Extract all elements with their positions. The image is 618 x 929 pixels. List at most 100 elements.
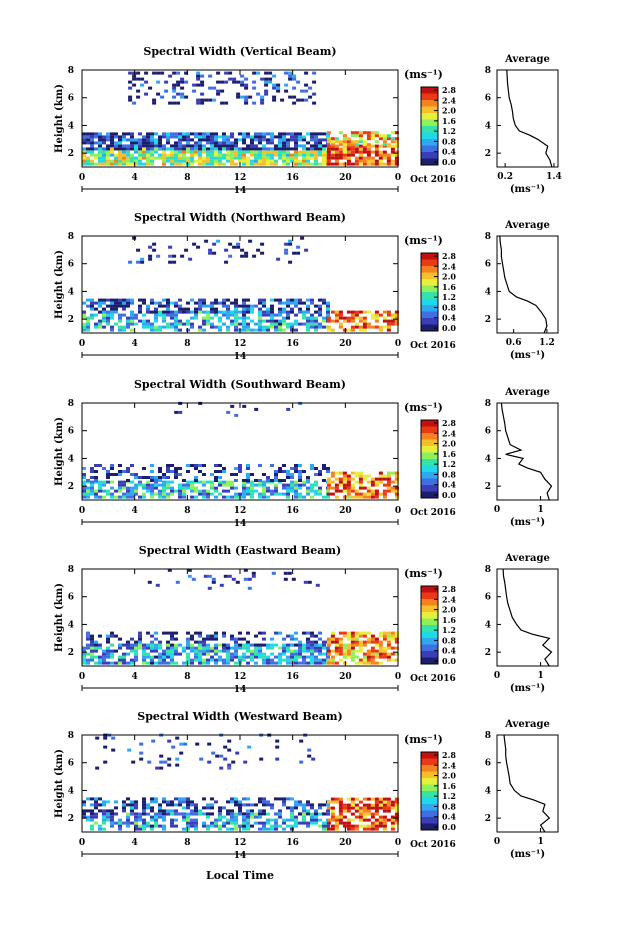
heatmap-cell	[186, 470, 190, 473]
heatmap-cell	[194, 495, 198, 499]
heatmap-cell	[294, 661, 298, 665]
day-label: 14	[234, 685, 247, 695]
heatmap-cell	[198, 325, 202, 329]
heatmap-cell	[278, 138, 282, 142]
heatmap-cell	[154, 655, 158, 659]
heatmap-cell	[174, 797, 178, 801]
heatmap-cell	[394, 156, 399, 160]
heatmap-cell	[122, 304, 126, 308]
heatmap-cell	[214, 141, 218, 145]
heatmap-cell	[290, 307, 294, 311]
chart-title: Spectral Width (Northward Beam)	[134, 211, 346, 224]
heatmap-cell	[162, 156, 166, 160]
heatmap-cell	[206, 141, 210, 145]
heatmap-cell	[322, 824, 326, 828]
heatmap-cell	[178, 812, 182, 816]
heatmap-cell	[218, 655, 222, 659]
heatmap-cell	[354, 649, 359, 653]
colorbar-segment	[421, 631, 438, 639]
heatmap-cell	[134, 159, 138, 163]
heatmap-cell	[234, 316, 238, 320]
heatmap-cell	[174, 643, 178, 647]
heatmap-cell	[146, 631, 150, 635]
heatmap-cell	[246, 162, 250, 166]
heatmap-cell	[110, 141, 114, 145]
heatmap-cell	[318, 661, 322, 665]
heatmap-cell	[290, 156, 294, 160]
heatmap-cell	[118, 655, 122, 659]
heatmap-cell	[138, 824, 142, 828]
heatmap-cell	[94, 640, 98, 644]
heatmap-cell	[366, 797, 371, 801]
heatmap-cell	[90, 812, 94, 816]
heatmap-cell	[338, 800, 343, 804]
heatmap-cell	[194, 827, 198, 831]
heatmap-cell	[86, 298, 90, 302]
heatmap-cell	[126, 489, 130, 493]
heatmap-cell	[322, 153, 326, 157]
heatmap-cell	[206, 162, 210, 166]
heatmap-cell	[270, 319, 274, 323]
heatmap-cell	[254, 322, 258, 326]
heatmap-cell	[146, 138, 150, 142]
heatmap-cell	[254, 150, 258, 154]
heatmap-cell	[110, 150, 114, 154]
heatmap-cell	[382, 818, 387, 822]
heatmap-cell	[222, 649, 226, 653]
heatmap-cell	[290, 649, 294, 653]
heatmap-cell	[274, 476, 278, 479]
heatmap-cell	[202, 328, 206, 332]
heatmap-cell	[382, 631, 387, 635]
heatmap-cell	[190, 646, 194, 650]
heatmap-cell	[266, 150, 270, 154]
heatmap-cell	[330, 150, 335, 154]
heatmap-cell	[326, 818, 331, 822]
avg-y-tick-label: 4	[485, 121, 491, 131]
heatmap-cell	[302, 316, 306, 320]
heatmap-cell	[106, 147, 110, 151]
heatmap-cell	[206, 652, 210, 656]
heatmap-cell	[110, 464, 114, 467]
heatmap-cell	[262, 637, 266, 641]
heatmap-cell	[214, 156, 218, 160]
heatmap-cell	[118, 304, 122, 308]
heatmap-cell	[250, 144, 254, 148]
heatmap-cell	[274, 827, 278, 831]
heatmap-cell	[370, 492, 375, 496]
heatmap-cell	[182, 818, 186, 822]
heatmap-cell	[210, 316, 214, 320]
heatmap-cell	[222, 301, 226, 305]
heatmap-cell	[278, 655, 282, 659]
heatmap-cell	[166, 135, 170, 139]
heatmap-cell	[102, 153, 106, 157]
heatmap-cell	[256, 248, 261, 252]
heatmap-cell	[146, 322, 150, 326]
heatmap-cell	[110, 138, 114, 142]
y-axis-label: Height (km)	[54, 749, 65, 818]
heatmap-cell	[186, 800, 190, 804]
heatmap-cell	[374, 661, 379, 665]
heatmap-cell	[122, 800, 126, 804]
heatmap-cell	[202, 132, 206, 136]
heatmap-cell	[302, 301, 306, 305]
heatmap-cell	[318, 658, 322, 662]
heatmap-cell	[114, 132, 118, 136]
heatmap-cell	[274, 322, 278, 326]
heatmap-cell	[286, 806, 290, 810]
heatmap-cell	[90, 640, 94, 644]
heatmap-cell	[330, 319, 335, 323]
heatmap-cell	[314, 655, 318, 659]
heatmap-cell	[262, 492, 266, 496]
heatmap-cell	[346, 637, 351, 641]
heatmap-cell	[290, 325, 294, 329]
heatmap-cell	[175, 763, 180, 767]
heatmap-cell	[306, 649, 310, 653]
heatmap-cell	[222, 631, 226, 635]
heatmap-cell	[186, 486, 190, 490]
heatmap-cell	[258, 298, 262, 302]
heatmap-cell	[390, 821, 395, 825]
heatmap-cell	[362, 492, 367, 496]
colorbar-segment	[421, 420, 438, 427]
heatmap-cell	[310, 803, 314, 807]
heatmap-cell	[224, 248, 229, 252]
